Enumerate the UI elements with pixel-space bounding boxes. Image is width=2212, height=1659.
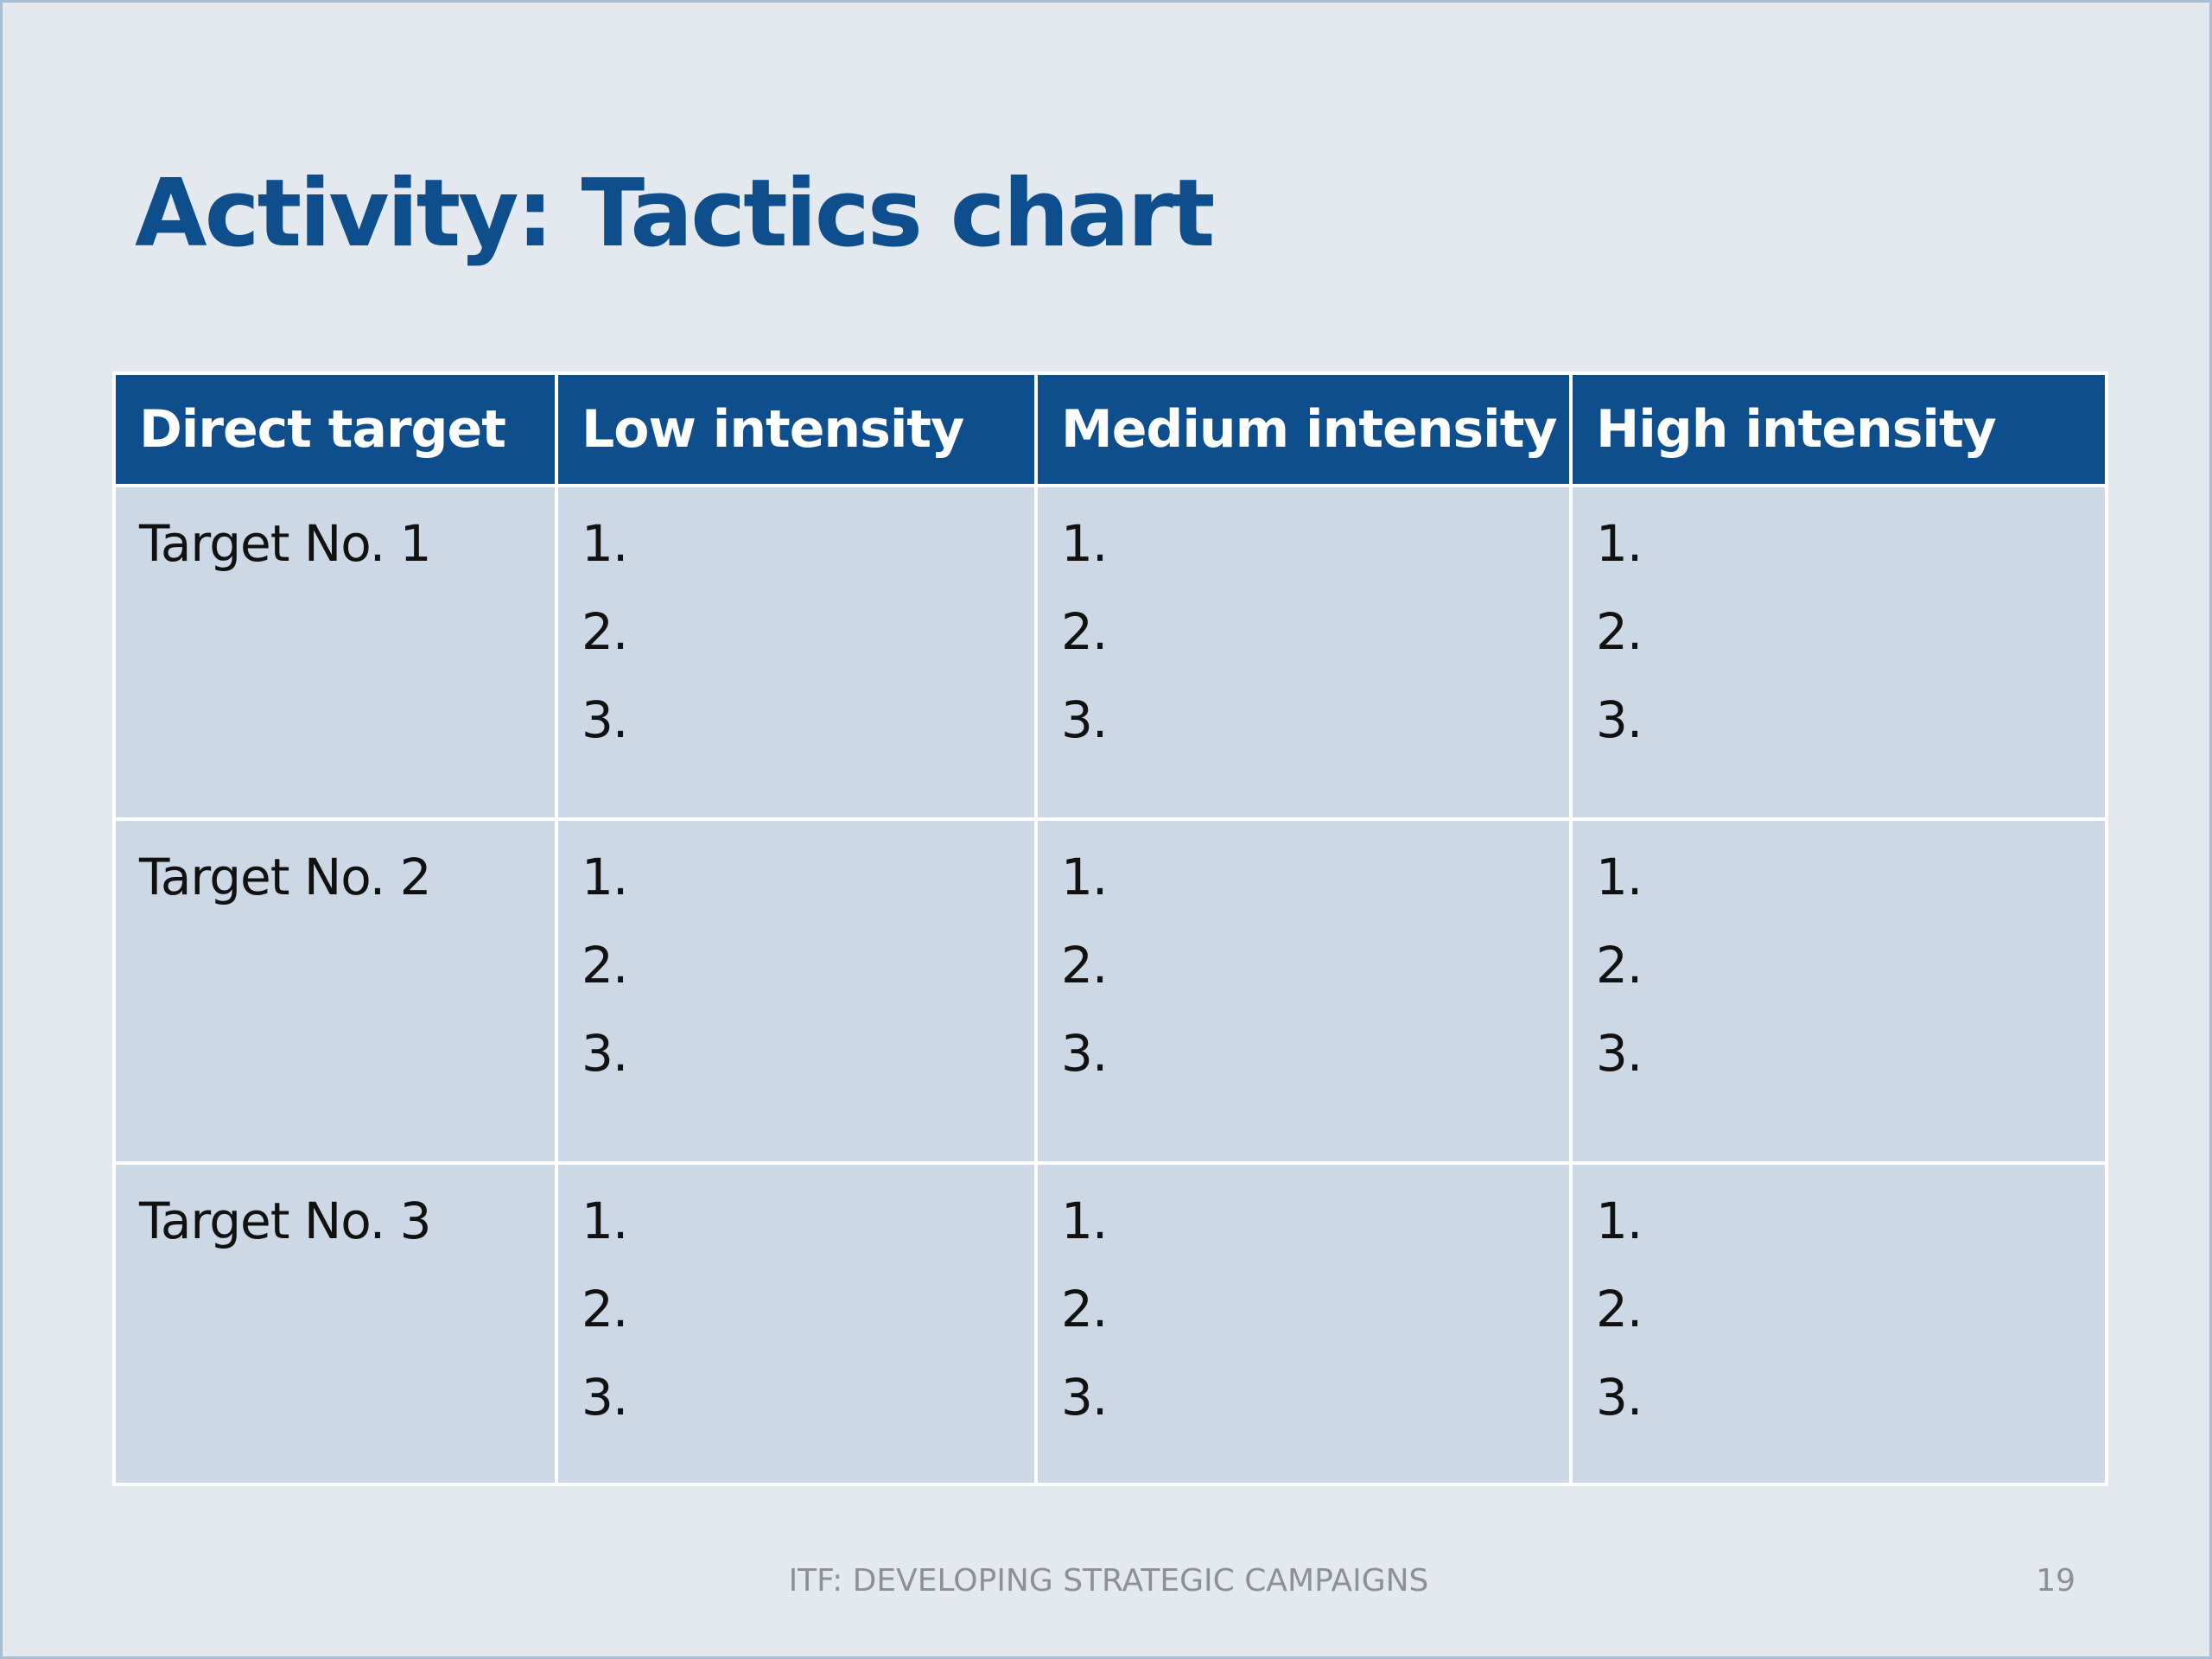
list-item: 3. [1061, 1024, 1108, 1083]
target-label: Target No. 1 [139, 514, 432, 573]
tactic-list: 1. 2. 3. [1061, 1187, 1569, 1452]
target-label: Target No. 2 [139, 848, 432, 906]
list-item: 2. [1596, 602, 1643, 661]
list-item: 1. [1596, 848, 1643, 906]
list-item: 1. [1061, 848, 1108, 906]
list-item: 3. [1061, 690, 1108, 749]
list-item: 1. [1061, 514, 1108, 573]
list-item: 3. [582, 1368, 628, 1427]
list-item: 3. [582, 690, 628, 749]
list-item: 3. [1061, 1368, 1108, 1427]
target-cell: Target No. 1 [112, 484, 558, 821]
list-item: 2. [582, 936, 628, 995]
list-item: 2. [582, 1280, 628, 1338]
list-item: 1. [1596, 514, 1643, 573]
low-intensity-cell: 1. 2. 3. [555, 817, 1038, 1165]
list-item: 1. [1596, 1192, 1643, 1250]
table-row: Target No. 2 1. 2. 3. 1. 2. 3. [112, 817, 2108, 1165]
tactic-list: 1. 2. 3. [582, 1187, 1034, 1452]
table-row: Target No. 3 1. 2. 3. 1. 2. 3. [112, 1161, 2108, 1486]
header-medium-intensity: Medium intensity [1034, 372, 1573, 487]
medium-intensity-cell: 1. 2. 3. [1034, 817, 1573, 1165]
tactics-table: Direct target Low intensity Medium inten… [112, 372, 2108, 1486]
tactic-list: 1. 2. 3. [1596, 1187, 2105, 1452]
header-low-intensity: Low intensity [555, 372, 1038, 487]
list-item: 1. [1061, 1192, 1108, 1250]
list-item: 2. [582, 602, 628, 661]
list-item: 2. [1061, 1280, 1108, 1338]
slide-footer: ITF: DEVELOPING STRATEGIC CAMPAIGNS [788, 1563, 1429, 1599]
list-item: 2. [1596, 936, 1643, 995]
low-intensity-cell: 1. 2. 3. [555, 1161, 1038, 1486]
table-row: Target No. 1 1. 2. 3. 1. 2. 3. [112, 484, 2108, 821]
table-header-row: Direct target Low intensity Medium inten… [112, 372, 2108, 487]
list-item: 1. [582, 514, 628, 573]
header-direct-target: Direct target [112, 372, 558, 487]
list-item: 1. [582, 848, 628, 906]
list-item: 2. [1061, 602, 1108, 661]
list-item: 3. [582, 1024, 628, 1083]
list-item: 2. [1596, 1280, 1643, 1338]
low-intensity-cell: 1. 2. 3. [555, 484, 1038, 821]
list-item: 3. [1596, 1368, 1643, 1427]
page-number: 19 [2036, 1563, 2075, 1599]
header-high-intensity: High intensity [1569, 372, 2108, 487]
tactic-list: 1. 2. 3. [1596, 843, 2105, 1108]
list-item: 3. [1596, 690, 1643, 749]
tactic-list: 1. 2. 3. [582, 843, 1034, 1108]
high-intensity-cell: 1. 2. 3. [1569, 817, 2108, 1165]
target-cell: Target No. 3 [112, 1161, 558, 1486]
list-item: 3. [1596, 1024, 1643, 1083]
target-cell: Target No. 2 [112, 817, 558, 1165]
high-intensity-cell: 1. 2. 3. [1569, 484, 2108, 821]
medium-intensity-cell: 1. 2. 3. [1034, 484, 1573, 821]
tactic-list: 1. 2. 3. [1596, 510, 2105, 774]
list-item: 2. [1061, 936, 1108, 995]
medium-intensity-cell: 1. 2. 3. [1034, 1161, 1573, 1486]
tactic-list: 1. 2. 3. [1061, 843, 1569, 1108]
tactic-list: 1. 2. 3. [1061, 510, 1569, 774]
high-intensity-cell: 1. 2. 3. [1569, 1161, 2108, 1486]
tactic-list: 1. 2. 3. [582, 510, 1034, 774]
target-label: Target No. 3 [139, 1192, 432, 1250]
slide-title: Activity: Tactics chart [135, 160, 1215, 268]
list-item: 1. [582, 1192, 628, 1250]
